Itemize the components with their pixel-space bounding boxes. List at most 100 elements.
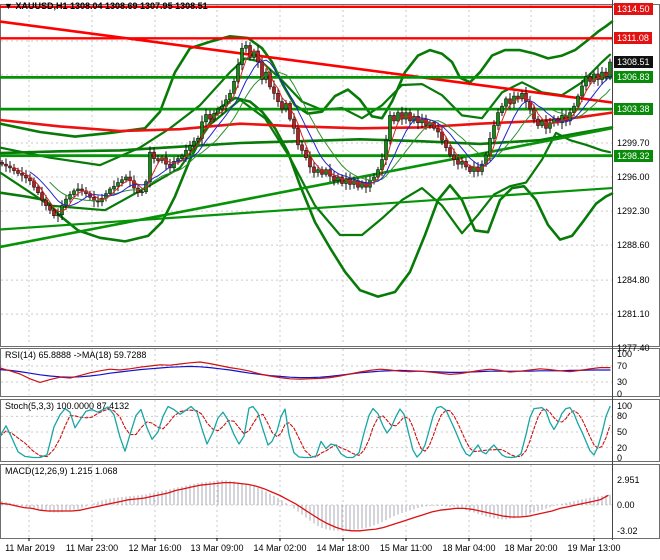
price-tick-label: 1288.60 [617,240,650,251]
slow-ma-red [0,111,614,133]
candle-body [248,45,252,58]
candle-body [424,118,428,126]
chart-title: ▼ XAUUSD,H1 1308.04 1308.69 1307.95 1308… [4,1,208,11]
trendline-ascending-support-1[interactable] [0,127,613,249]
bollinger-upper-wide [0,20,614,138]
candle-body [276,93,280,102]
candle-body [388,115,392,141]
candle-body [220,105,224,110]
candle-body [500,105,504,113]
stoch-scale-label: 80 [617,411,628,422]
fast-ma-green [49,71,611,202]
candle-body [584,76,588,87]
time-axis-label[interactable]: 11 Mar 2019 [5,543,55,553]
stoch-scale-label: 0 [617,453,623,463]
candle-body [136,187,140,193]
time-axis-label[interactable]: 14 Mar 02:00 [253,543,307,553]
stoch-k-line [0,405,611,459]
candle-body [224,99,228,107]
rsi-scale-label: 100 [617,349,633,359]
candle-body [228,93,232,101]
price-tick-label: 1299.70 [617,138,650,148]
candle-body [184,150,188,157]
macd-scale-label: 2.951 [617,474,640,485]
bollinger-lower-wide [0,96,614,298]
candle-body [572,105,576,113]
candle-body [112,185,116,190]
candle-body [504,98,508,107]
candle-body [0,162,4,165]
candle-body [308,157,312,168]
time-axis-label[interactable]: 14 Mar 18:00 [316,543,370,553]
fast-ma-red [13,50,611,212]
symbol-marker-icon: ▼ [4,1,13,11]
time-axis-label[interactable]: 15 Mar 11:00 [379,543,433,553]
candle-body [12,167,16,171]
time-axis-label[interactable]: 18 Mar 04:00 [442,543,496,553]
candle-body [376,169,380,178]
price-tick-label: 1292.30 [617,206,650,217]
time-axis-label[interactable]: 13 Mar 09:00 [190,543,244,553]
candle-body [208,114,212,120]
candle-body [460,161,464,165]
candle-body [520,93,524,100]
slow-ma-green [0,126,614,155]
candle-body [16,170,20,174]
time-axis-label[interactable]: 11 Mar 23:00 [65,543,119,553]
candle-body [392,115,396,122]
candle-body [52,209,56,216]
candle-body [536,118,540,126]
candle-body [20,173,24,176]
candle-body [492,125,496,139]
rsi-scale-label: 0 [617,389,623,399]
candle-body [540,120,544,126]
candle-body [156,158,160,161]
trendline-ascending-support-2[interactable] [0,186,613,231]
candle-body [468,166,472,172]
candle-body [292,118,296,129]
candle-body [304,150,308,159]
trendline-descending-resistance[interactable] [0,20,613,104]
candle-body [48,205,52,211]
candle-body [268,71,272,88]
candle-body [204,114,208,123]
price-badge-support: 1303.38 [614,103,653,116]
price-badge-support: 1298.32 [614,149,653,162]
candle-body [24,174,28,179]
candle-body [336,176,340,182]
candle-body [588,76,592,82]
macd-value-label: MACD(12,26,9) 1.215 1.068 [5,466,118,476]
candle-body [140,191,144,194]
candle-body [400,112,404,120]
candle-body [8,165,12,169]
candle-body [440,131,444,141]
candle-body [380,159,384,170]
price-tick-label: 1277.40 [617,343,650,354]
candle-body [316,169,320,173]
stochastic-label: Stoch(5,3,3) 100.0000 87.4132 [5,401,129,411]
candle-body [576,95,580,107]
symbol-period-label: XAUUSD,H1 [15,1,68,11]
candle-body [244,45,248,49]
time-axis-label[interactable]: 18 Mar 20:00 [504,543,558,553]
macd-scale-label: 0.00 [617,500,635,510]
candle-body [608,61,612,78]
candle-body [420,118,424,124]
candle-body [28,177,32,182]
stoch-d-line [0,408,611,458]
time-axis-label[interactable]: 19 Mar 13:00 [567,543,621,553]
candle-body [448,147,452,156]
time-axis-label[interactable]: 12 Mar 16:00 [128,543,182,553]
candle-body [284,103,288,110]
candle-body [148,151,152,182]
candle-body [552,118,556,124]
candle-body [188,145,192,151]
candle-body [508,98,512,104]
rsi-scale-label: 30 [617,377,628,387]
price-tick-label: 1284.80 [617,275,650,286]
candle-body [444,139,448,148]
candle-body [236,64,240,82]
stoch-scale-label: 100 [617,401,633,411]
candle-body [600,71,604,80]
